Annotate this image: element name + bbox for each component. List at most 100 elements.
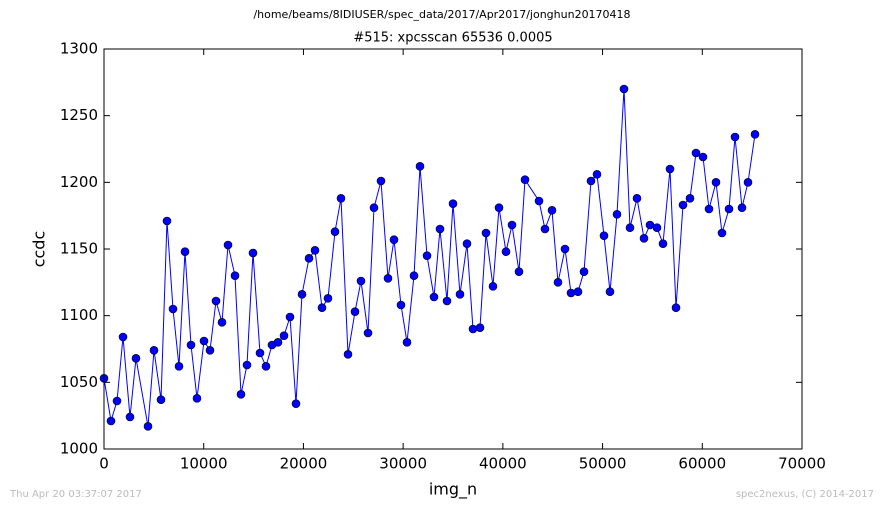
data-point: [336, 194, 346, 203]
data-point: [737, 203, 747, 212]
data-point: [534, 196, 544, 206]
y-tick-label: 1200: [60, 173, 98, 191]
footer-timestamp: Thu Apr 20 03:37:07 2017: [9, 489, 142, 500]
data-point: [448, 199, 458, 208]
x-tick-label: 60000: [678, 455, 726, 473]
data-point: [422, 251, 432, 260]
data-point: [304, 254, 314, 263]
data-point: [494, 203, 504, 212]
data-point: [186, 340, 196, 350]
data-point: [156, 395, 166, 404]
data-point: [174, 362, 184, 371]
data-point: [255, 348, 265, 358]
data-point: [691, 148, 701, 158]
data-point: [369, 203, 379, 212]
data-point: [415, 162, 425, 171]
data-point: [356, 276, 366, 286]
y-axis-label: ccdc: [30, 231, 49, 268]
data-point: [625, 223, 635, 232]
data-point: [599, 231, 609, 240]
data-point: [248, 248, 258, 258]
data-point: [475, 323, 485, 332]
data-point: [685, 194, 695, 203]
plot-frame: [103, 48, 803, 450]
data-point: [632, 194, 642, 203]
data-point: [143, 422, 153, 431]
data-point: [724, 204, 734, 214]
x-tick-label: 70000: [778, 455, 826, 473]
data-point: [612, 210, 622, 219]
data-point: [297, 290, 307, 299]
data-point: [363, 328, 373, 338]
data-point: [291, 399, 301, 408]
y-tick-label: 1100: [60, 306, 98, 324]
data-point: [750, 130, 760, 139]
x-tick-label: 50000: [579, 455, 627, 473]
data-point: [507, 220, 517, 230]
data-point: [605, 287, 615, 296]
data-point: [125, 412, 135, 422]
x-tick-label: 0: [99, 455, 109, 473]
x-tick-label: 20000: [280, 455, 328, 473]
data-point: [383, 274, 393, 283]
y-tick-label: 1300: [60, 40, 98, 58]
data-point: [560, 244, 570, 254]
data-line: [103, 88, 756, 427]
data-point: [310, 246, 320, 255]
data-point: [462, 239, 472, 248]
data-point: [223, 240, 233, 250]
data-point: [547, 206, 557, 215]
data-point: [279, 331, 289, 340]
data-point: [261, 362, 271, 371]
data-point: [717, 228, 727, 238]
data-point: [180, 247, 190, 256]
data-point: [273, 338, 283, 347]
data-point: [579, 267, 589, 276]
x-tick-label: 10000: [180, 455, 228, 473]
header-path: /home/beams/8IDIUSER/spec_data/2017/Apr2…: [253, 8, 630, 21]
data-point: [678, 200, 688, 210]
data-point: [376, 176, 386, 186]
data-point: [131, 354, 141, 363]
data-point: [639, 234, 649, 243]
data-point: [488, 282, 498, 291]
data-point: [586, 176, 596, 186]
data-point: [435, 224, 445, 234]
data-point: [698, 152, 708, 162]
data-point: [468, 324, 478, 334]
data-point: [199, 336, 209, 346]
y-tick-label: 1000: [60, 440, 98, 458]
data-point: [743, 178, 753, 187]
data-point: [592, 170, 602, 179]
data-point: [429, 292, 439, 302]
data-point: [711, 178, 721, 187]
data-point: [553, 278, 563, 287]
data-point: [520, 175, 530, 184]
data-point: [205, 346, 215, 355]
data-point: [481, 228, 491, 238]
data-point: [730, 132, 740, 142]
data-point: [230, 271, 240, 280]
data-point: [350, 307, 360, 316]
data-point: [665, 164, 675, 174]
data-point: [118, 332, 128, 342]
data-point: [217, 318, 227, 327]
data-point: [236, 390, 246, 399]
data-point: [442, 296, 452, 306]
data-point: [162, 216, 172, 226]
data-point: [149, 346, 159, 355]
data-point: [343, 350, 353, 359]
data-point: [573, 287, 583, 296]
x-tick-label: 40000: [479, 455, 527, 473]
footer-credit: spec2nexus, (C) 2014-2017: [736, 489, 874, 500]
data-point: [323, 294, 333, 303]
x-tick-label: 30000: [379, 455, 427, 473]
data-point: [389, 235, 399, 244]
data-point: [192, 394, 202, 403]
data-point: [652, 223, 662, 232]
y-tick-label: 1150: [60, 240, 98, 258]
data-point: [566, 288, 576, 298]
data-point: [168, 304, 178, 314]
data-point: [501, 247, 511, 256]
